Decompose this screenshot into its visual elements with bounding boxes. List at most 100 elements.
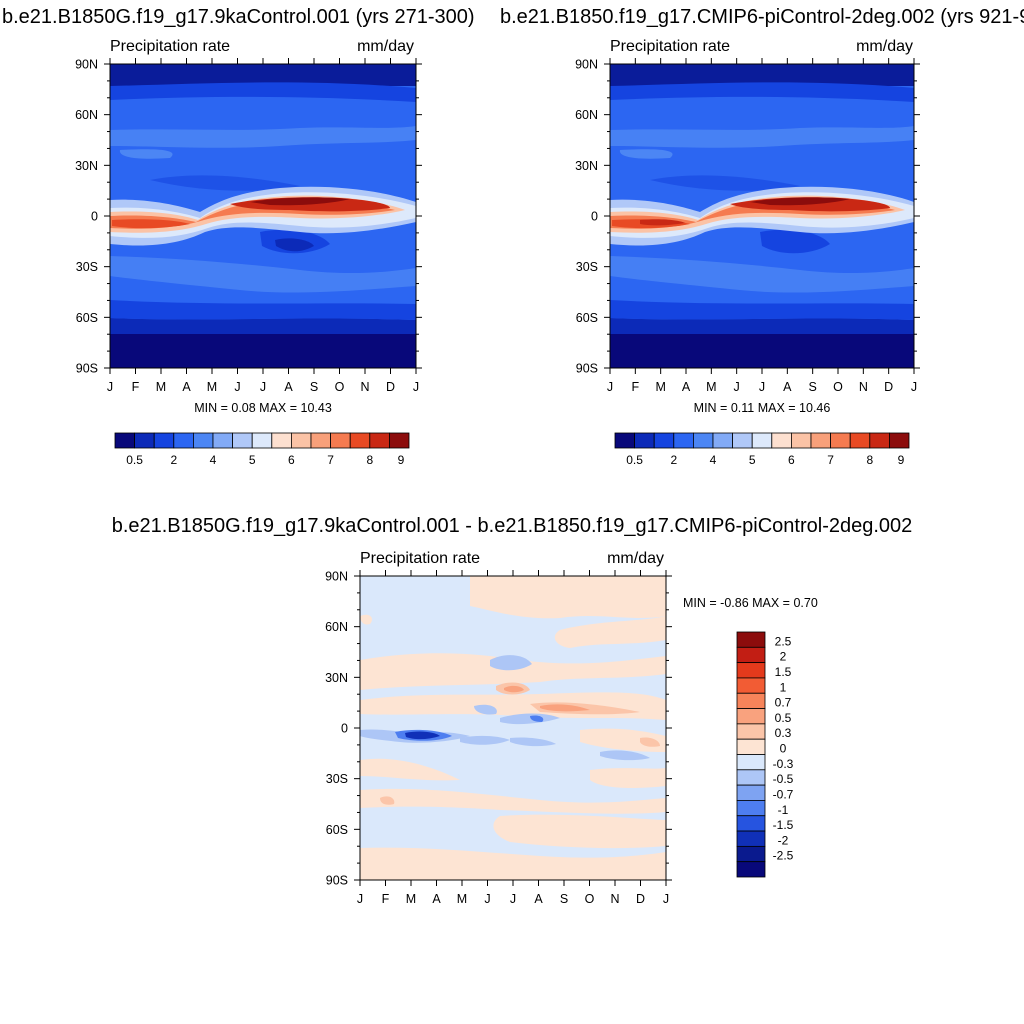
colorbar-swatch <box>349 432 371 449</box>
x-tick-label: S <box>808 380 816 394</box>
colorbar-swatch <box>736 631 766 648</box>
colorbar-swatch <box>736 784 766 801</box>
x-tick-label: N <box>360 380 369 394</box>
y-tick-label: 30S <box>326 772 348 786</box>
colorbar-label: -1 <box>778 803 789 817</box>
colorbar-label: 5 <box>749 453 756 467</box>
colorbar-label: -0.3 <box>773 757 794 771</box>
colorbar-swatch <box>889 432 910 449</box>
y-tick-label: 60S <box>326 823 348 837</box>
colorbar-swatch <box>712 432 734 449</box>
x-tick-label: M <box>406 892 416 906</box>
colorbar-swatch <box>830 432 851 449</box>
panel-a-axes: J F M A M J J A S O N D J 90N 60N 30N 0 30S 60S 90S <box>75 58 422 394</box>
y-tick-label: 30N <box>325 671 348 685</box>
colorbar-label: 1.5 <box>775 665 792 679</box>
x-tick-label: D <box>386 380 395 394</box>
colorbar-label: 6 <box>288 453 295 467</box>
x-tick-label: J <box>510 892 516 906</box>
y-tick-label: 30S <box>576 260 598 274</box>
y-tick-label: 60N <box>75 108 98 122</box>
panel-b-axes: J F M A M J J A S O N D J 90N 60N 30N 0 30S 60S 90S <box>575 58 920 394</box>
colorbar-swatch <box>810 432 832 449</box>
x-tick-label: O <box>335 380 345 394</box>
panel-a-min-max: MIN = 0.08 MAX = 10.43 <box>194 401 332 415</box>
panel-c-min-max: MIN = -0.86 MAX = 0.70 <box>683 596 818 610</box>
panel-b-variable-label: Precipitation rate <box>610 38 730 55</box>
colorbar-swatch <box>736 723 766 740</box>
x-tick-label: M <box>457 892 467 906</box>
colorbar-swatch <box>736 708 766 725</box>
colorbar-swatch <box>751 432 773 449</box>
y-tick-label: 60N <box>575 108 598 122</box>
colorbar-swatch <box>653 432 675 449</box>
x-tick-label: J <box>357 892 363 906</box>
x-tick-label: J <box>260 380 266 394</box>
colorbar-swatch <box>736 769 766 786</box>
colorbar-swatch <box>673 432 694 449</box>
colorbar-swatch <box>614 432 636 449</box>
colorbar-label: 7 <box>827 453 834 467</box>
panel-a-variable-label: Precipitation rate <box>110 38 230 55</box>
colorbar-label: 9 <box>898 453 905 467</box>
colorbar-swatch <box>173 432 194 449</box>
y-tick-label: 60S <box>76 311 98 325</box>
colorbar-label: 6 <box>788 453 795 467</box>
x-tick-label: M <box>156 380 166 394</box>
colorbar-swatch <box>736 692 766 709</box>
panel-c-units-label: mm/day <box>607 550 664 567</box>
panel-c-title: b.e21.B1850G.f19_g17.9kaControl.001 - b.… <box>112 515 913 537</box>
x-tick-label: J <box>413 380 419 394</box>
colorbar-swatch <box>232 432 253 449</box>
panel-difference: b.e21.B1850G.f19_g17.9kaControl.001 - b.… <box>112 515 913 906</box>
panel-c-axes: J F M A M J J A S O N D J 90N 60N 30N 0 30S 60S 90S <box>325 570 672 906</box>
colorbar-label: -1.5 <box>773 818 794 832</box>
colorbar-label: 0.3 <box>775 726 792 740</box>
x-tick-label: F <box>632 380 640 394</box>
colorbar-label: -0.7 <box>773 787 794 801</box>
colorbar-swatch <box>310 432 332 449</box>
x-tick-label: S <box>310 380 318 394</box>
y-tick-label: 90S <box>576 362 598 376</box>
x-tick-label: A <box>182 380 191 394</box>
colorbar-label: 5 <box>249 453 256 467</box>
y-tick-label: 90S <box>76 362 98 376</box>
x-tick-label: J <box>107 380 113 394</box>
colorbar-label: -0.5 <box>773 772 794 786</box>
panel-b-min-max: MIN = 0.11 MAX = 10.46 <box>694 401 831 415</box>
x-tick-label: J <box>734 380 740 394</box>
colorbar-label: 2.5 <box>775 634 792 648</box>
colorbar-swatch <box>736 830 766 847</box>
colorbar-swatch <box>134 432 155 449</box>
colorbar-swatch <box>212 432 234 449</box>
panel-piControl: b.e21.B1850.f19_g17.CMIP6-piControl-2deg… <box>500 6 1024 467</box>
panel-a-colorbar: 0.5 2 4 5 6 7 8 9 <box>114 432 410 467</box>
colorbar-label: -2.5 <box>773 849 794 863</box>
x-tick-label: A <box>682 380 691 394</box>
colorbar-label: 2 <box>780 650 787 664</box>
colorbar-swatch <box>251 432 273 449</box>
panel-b-title: b.e21.B1850.f19_g17.CMIP6-piControl-2deg… <box>500 6 1024 28</box>
colorbar-label: 8 <box>366 453 373 467</box>
colorbar-swatch <box>114 432 136 449</box>
x-tick-label: S <box>560 892 568 906</box>
y-tick-label: 90S <box>326 874 348 888</box>
y-tick-label: 60N <box>325 620 348 634</box>
x-tick-label: J <box>759 380 765 394</box>
y-tick-label: 90N <box>75 58 98 72</box>
colorbar-label: 0.7 <box>775 696 792 710</box>
x-tick-label: N <box>610 892 619 906</box>
x-tick-label: J <box>663 892 669 906</box>
colorbar-swatch <box>771 432 792 449</box>
colorbar-label: 0.5 <box>775 711 792 725</box>
colorbar-swatch <box>736 738 766 755</box>
colorbar-swatch <box>736 754 766 771</box>
colorbar-swatch <box>736 861 766 878</box>
colorbar-label: 2 <box>170 453 177 467</box>
x-tick-label: J <box>234 380 240 394</box>
colorbar-swatch <box>192 432 214 449</box>
x-tick-label: N <box>859 380 868 394</box>
colorbar-swatch <box>736 646 766 664</box>
colorbar-swatch <box>736 677 766 694</box>
